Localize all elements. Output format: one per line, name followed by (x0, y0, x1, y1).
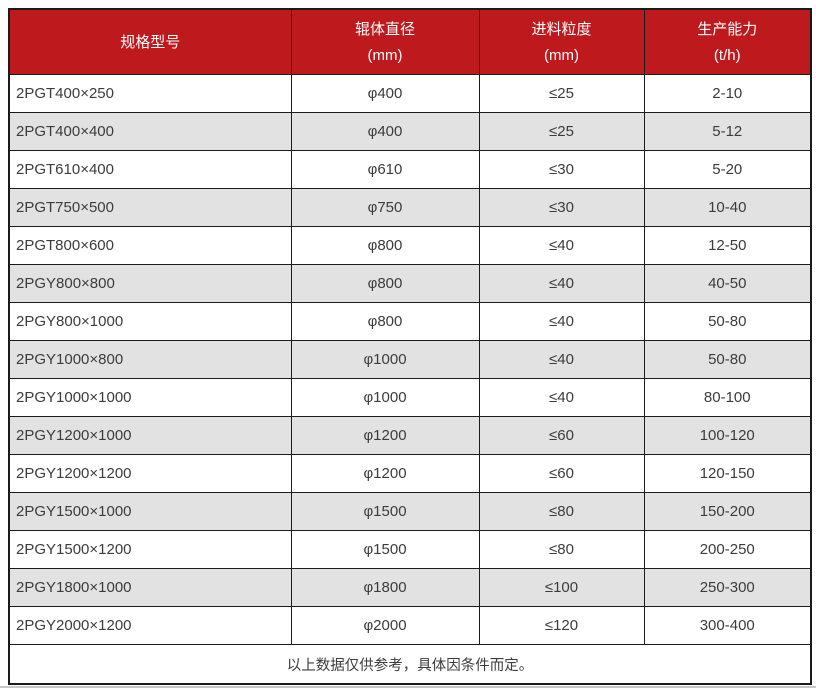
value-cell: 2-10 (643, 74, 812, 113)
model-cell: 2PGT400×400 (8, 112, 292, 151)
value-cell: 12-50 (643, 226, 812, 265)
value-cell: 100-120 (643, 416, 812, 455)
value-cell: 120-150 (643, 454, 812, 493)
column-header-capacity-unit: (t/h) (713, 47, 741, 64)
value-cell: ≤120 (478, 606, 645, 645)
value-cell: ≤25 (478, 74, 645, 113)
model-cell: 2PGY1500×1000 (8, 492, 292, 531)
model-cell: 2PGT400×250 (8, 74, 292, 113)
table-row: 2PGY2000×1200 φ2000 ≤120 300-400 (8, 606, 812, 645)
value-cell: φ1000 (290, 378, 480, 417)
value-cell: φ1200 (290, 454, 480, 493)
value-cell: ≤30 (478, 188, 645, 227)
value-cell: ≤25 (478, 112, 645, 151)
value-cell: 200-250 (643, 530, 812, 569)
model-cell: 2PGY1000×800 (8, 340, 292, 379)
column-header-roller-diameter-label: 辊体直径 (354, 21, 415, 38)
value-cell: ≤40 (478, 340, 645, 379)
footnote-row: 以上数据仅供参考，具体因条件而定。 (8, 644, 812, 685)
value-cell: 150-200 (643, 492, 812, 531)
column-header-capacity: 生产能力 (t/h) (643, 8, 812, 75)
value-cell: ≤60 (478, 454, 645, 493)
model-cell: 2PGT800×600 (8, 226, 292, 265)
table-header: 规格型号 辊体直径 (mm) 进料粒度 (mm) 生产能力 (t/h) (8, 8, 812, 75)
value-cell: 250-300 (643, 568, 812, 607)
table-row: 2PGT610×400 φ610 ≤30 5-20 (8, 150, 812, 189)
table-row: 2PGY1500×1200 φ1500 ≤80 200-250 (8, 530, 812, 569)
value-cell: ≤40 (478, 302, 645, 341)
table-row: 2PGT800×600 φ800 ≤40 12-50 (8, 226, 812, 265)
column-header-feed-size-label: 进料粒度 (531, 21, 592, 38)
value-cell: 80-100 (643, 378, 812, 417)
table-row: 2PGT750×500 φ750 ≤30 10-40 (8, 188, 812, 227)
table-row: 2PGY1000×1000 φ1000 ≤40 80-100 (8, 378, 812, 417)
value-cell: 10-40 (643, 188, 812, 227)
spec-table: 规格型号 辊体直径 (mm) 进料粒度 (mm) 生产能力 (t/h) 2PGT… (8, 8, 812, 685)
value-cell: 5-12 (643, 112, 812, 151)
value-cell: φ1500 (290, 492, 480, 531)
value-cell: φ1500 (290, 530, 480, 569)
value-cell: 40-50 (643, 264, 812, 303)
model-cell: 2PGY1200×1000 (8, 416, 292, 455)
table-row: 2PGT400×250 φ400 ≤25 2-10 (8, 74, 812, 113)
value-cell: 50-80 (643, 302, 812, 341)
table-row: 2PGY800×1000 φ800 ≤40 50-80 (8, 302, 812, 341)
value-cell: ≤80 (478, 492, 645, 531)
table-row: 2PGY1200×1200 φ1200 ≤60 120-150 (8, 454, 812, 493)
value-cell: φ800 (290, 226, 480, 265)
value-cell: ≤80 (478, 530, 645, 569)
model-cell: 2PGY1800×1000 (8, 568, 292, 607)
value-cell: φ400 (290, 74, 480, 113)
column-header-roller-diameter-unit: (mm) (367, 47, 403, 64)
model-cell: 2PGY1000×1000 (8, 378, 292, 417)
value-cell: φ2000 (290, 606, 480, 645)
value-cell: φ1200 (290, 416, 480, 455)
value-cell: φ800 (290, 264, 480, 303)
value-cell: φ1000 (290, 340, 480, 379)
header-row: 规格型号 辊体直径 (mm) 进料粒度 (mm) 生产能力 (t/h) (8, 8, 812, 75)
table-row: 2PGY1000×800 φ1000 ≤40 50-80 (8, 340, 812, 379)
model-cell: 2PGY800×1000 (8, 302, 292, 341)
value-cell: ≤100 (478, 568, 645, 607)
table-footer: 以上数据仅供参考，具体因条件而定。 (8, 644, 812, 685)
table-footnote: 以上数据仅供参考，具体因条件而定。 (8, 644, 812, 685)
column-header-capacity-label: 生产能力 (697, 21, 758, 38)
column-header-model-label: 规格型号 (120, 34, 181, 51)
column-header-roller-diameter: 辊体直径 (mm) (290, 8, 480, 75)
value-cell: ≤60 (478, 416, 645, 455)
table-row: 2PGT400×400 φ400 ≤25 5-12 (8, 112, 812, 151)
value-cell: ≤40 (478, 264, 645, 303)
spec-table-body: 2PGT400×250 φ400 ≤25 2-10 2PGT400×400 φ400 ≤25… (8, 74, 812, 645)
page-bottom-divider (0, 686, 816, 688)
value-cell: 50-80 (643, 340, 812, 379)
value-cell: ≤30 (478, 150, 645, 189)
model-cell: 2PGY1500×1200 (8, 530, 292, 569)
value-cell: φ1800 (290, 568, 480, 607)
value-cell: φ610 (290, 150, 480, 189)
value-cell: φ800 (290, 302, 480, 341)
table-row: 2PGY1800×1000 φ1800 ≤100 250-300 (8, 568, 812, 607)
value-cell: ≤40 (478, 378, 645, 417)
model-cell: 2PGY800×800 (8, 264, 292, 303)
value-cell: ≤40 (478, 226, 645, 265)
model-cell: 2PGT750×500 (8, 188, 292, 227)
column-header-feed-size: 进料粒度 (mm) (478, 8, 645, 75)
table-row: 2PGY800×800 φ800 ≤40 40-50 (8, 264, 812, 303)
model-cell: 2PGT610×400 (8, 150, 292, 189)
value-cell: 300-400 (643, 606, 812, 645)
value-cell: φ750 (290, 188, 480, 227)
column-header-model: 规格型号 (8, 8, 292, 75)
table-row: 2PGY1500×1000 φ1500 ≤80 150-200 (8, 492, 812, 531)
column-header-feed-size-unit: (mm) (544, 47, 579, 64)
model-cell: 2PGY2000×1200 (8, 606, 292, 645)
value-cell: 5-20 (643, 150, 812, 189)
table-row: 2PGY1200×1000 φ1200 ≤60 100-120 (8, 416, 812, 455)
value-cell: φ400 (290, 112, 480, 151)
model-cell: 2PGY1200×1200 (8, 454, 292, 493)
